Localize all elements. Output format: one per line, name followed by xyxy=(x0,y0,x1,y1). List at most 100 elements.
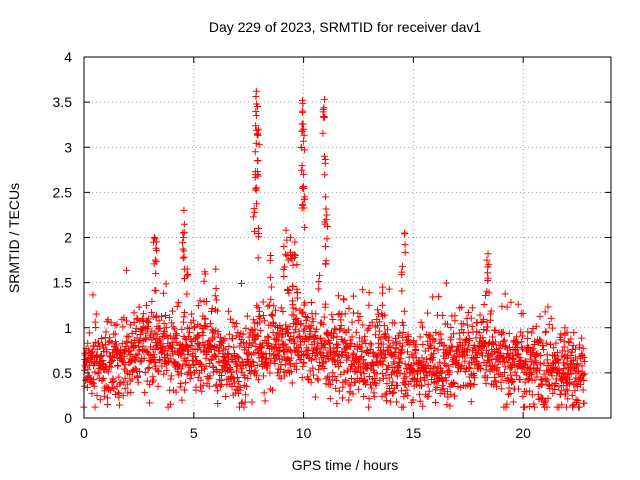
data-point xyxy=(376,318,384,326)
data-point xyxy=(105,338,113,346)
data-point xyxy=(284,286,292,294)
data-point xyxy=(253,157,261,165)
data-point xyxy=(313,375,321,383)
data-point xyxy=(467,398,475,406)
data-point xyxy=(200,298,208,306)
data-point xyxy=(206,341,214,349)
data-point xyxy=(240,403,248,411)
data-point xyxy=(498,372,506,380)
data-point xyxy=(484,269,492,277)
data-point xyxy=(416,333,424,341)
x-tick-label: 5 xyxy=(190,425,198,441)
data-point xyxy=(542,327,550,335)
data-point xyxy=(252,367,260,375)
data-point xyxy=(532,358,540,366)
data-point xyxy=(385,333,393,341)
data-point xyxy=(532,322,540,330)
data-point xyxy=(83,384,91,392)
data-point xyxy=(186,375,194,383)
data-point xyxy=(317,334,325,342)
data-point xyxy=(398,287,406,295)
data-point xyxy=(222,367,230,375)
data-point xyxy=(286,323,294,331)
data-point xyxy=(101,341,109,349)
data-point xyxy=(558,401,566,409)
data-point xyxy=(404,392,412,400)
data-point xyxy=(261,317,269,325)
data-point xyxy=(540,370,548,378)
data-point xyxy=(355,385,363,393)
data-point xyxy=(143,301,151,309)
data-point xyxy=(568,391,576,399)
data-point xyxy=(320,95,328,103)
data-point xyxy=(543,356,551,364)
data-point xyxy=(505,329,513,337)
data-point xyxy=(250,336,258,344)
data-point xyxy=(236,342,244,350)
data-point xyxy=(439,385,447,393)
data-point xyxy=(466,364,474,372)
data-point xyxy=(384,362,392,370)
data-point xyxy=(560,343,568,351)
data-point xyxy=(571,354,579,362)
data-point xyxy=(524,343,532,351)
data-point xyxy=(121,384,129,392)
data-point xyxy=(306,332,314,340)
data-point xyxy=(409,353,417,361)
data-point xyxy=(316,335,324,343)
data-point xyxy=(252,371,260,379)
data-point xyxy=(498,302,506,310)
data-point xyxy=(545,320,553,328)
data-point xyxy=(401,230,409,238)
data-point xyxy=(468,322,476,330)
data-point xyxy=(157,313,165,321)
data-point xyxy=(557,387,565,395)
data-point xyxy=(233,367,241,375)
data-point xyxy=(440,342,448,350)
data-point xyxy=(183,290,191,298)
data-point xyxy=(530,400,538,408)
data-point xyxy=(200,277,208,285)
data-point xyxy=(432,328,440,336)
data-point xyxy=(260,389,268,397)
data-point xyxy=(376,376,384,384)
data-point xyxy=(326,381,334,389)
data-point xyxy=(290,340,298,348)
data-point xyxy=(130,319,138,327)
data-point xyxy=(416,397,424,405)
data-point xyxy=(121,361,129,369)
data-point xyxy=(433,384,441,392)
data-point xyxy=(503,303,511,311)
data-point xyxy=(488,333,496,341)
data-point xyxy=(289,261,297,269)
data-point xyxy=(258,344,266,352)
data-point xyxy=(200,343,208,351)
data-point xyxy=(234,374,242,382)
data-point xyxy=(430,349,438,357)
data-point xyxy=(225,350,233,358)
data-point xyxy=(346,389,354,397)
data-point xyxy=(231,323,239,331)
data-point xyxy=(418,381,426,389)
data-point xyxy=(97,334,105,342)
data-point xyxy=(483,287,491,295)
data-point xyxy=(467,314,475,322)
data-point xyxy=(398,342,406,350)
data-point xyxy=(300,170,308,178)
data-point xyxy=(222,392,230,400)
data-point xyxy=(212,265,220,273)
data-point xyxy=(322,216,330,224)
data-point xyxy=(324,337,332,345)
data-point xyxy=(92,310,100,318)
data-point xyxy=(262,354,270,362)
data-point xyxy=(259,298,267,306)
data-point xyxy=(322,260,330,268)
data-point xyxy=(152,258,160,266)
data-point xyxy=(298,107,306,115)
data-point xyxy=(279,307,287,315)
data-point xyxy=(152,238,160,246)
data-point xyxy=(246,367,254,375)
data-point xyxy=(501,358,509,366)
data-point xyxy=(281,250,289,258)
data-point xyxy=(484,250,492,258)
